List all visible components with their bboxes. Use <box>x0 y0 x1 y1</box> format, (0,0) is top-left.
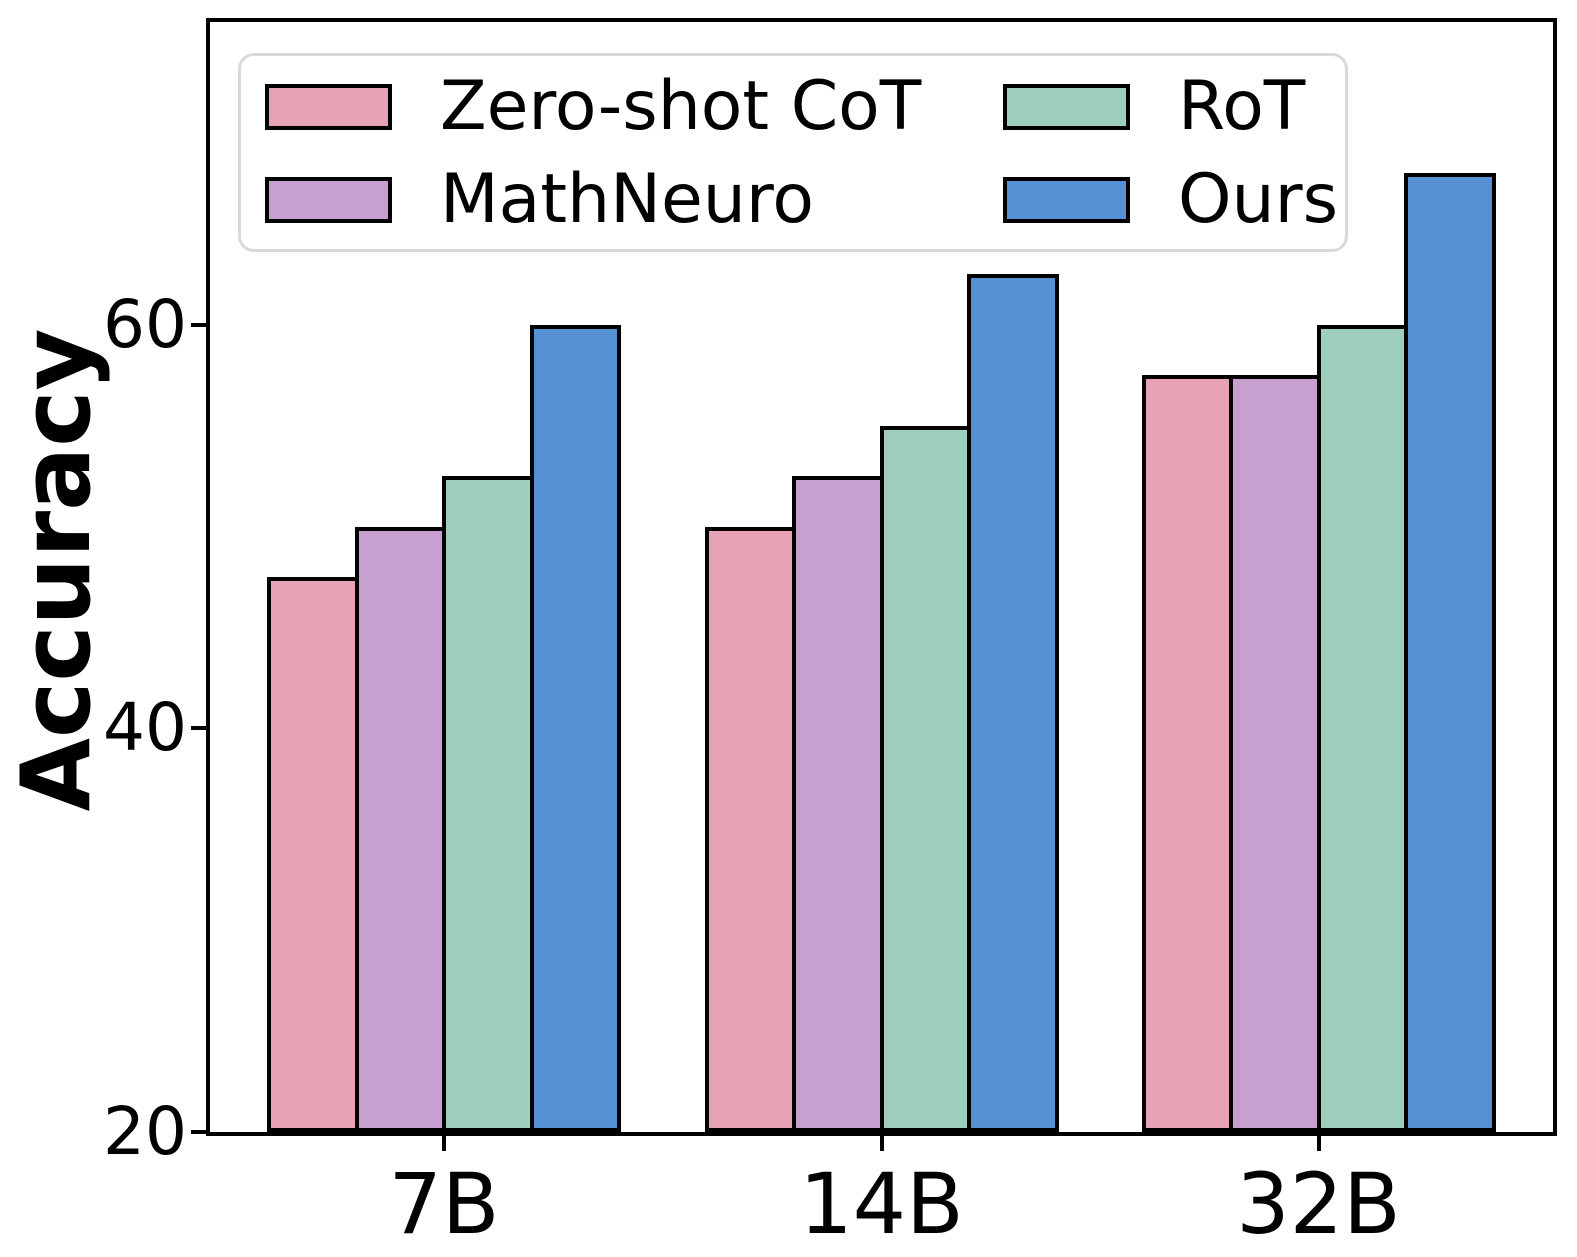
y-tick-label: 20 <box>103 1093 187 1170</box>
legend-item-mathneuro: MathNeuro <box>265 153 1003 246</box>
bar-7B-zero-shot-cot <box>267 577 359 1132</box>
bar-14B-rot <box>879 425 971 1132</box>
bar-14B-mathneuro <box>792 476 884 1132</box>
x-tick-mark <box>879 1134 884 1151</box>
y-tick-label: 60 <box>103 285 187 363</box>
legend-item-zero-shot-cot: Zero-shot CoT <box>265 60 1003 153</box>
y-tick-label: 40 <box>103 689 187 767</box>
bar-7B-rot <box>442 476 534 1132</box>
legend-label: RoT <box>1178 66 1306 146</box>
x-tick-mark <box>442 1134 446 1151</box>
legend-label: Ours <box>1178 159 1339 239</box>
y-tick-mark <box>191 726 210 731</box>
y-tick-mark <box>191 322 210 327</box>
bar-32B-rot <box>1316 324 1408 1132</box>
legend-swatch <box>1003 176 1130 223</box>
x-tick-label-32b: 32B <box>1236 1155 1401 1253</box>
x-tick-label-14b: 14B <box>799 1155 964 1253</box>
bar-14B-ours <box>967 274 1059 1132</box>
bar-32B-zero-shot-cot <box>1141 375 1233 1132</box>
legend-label: Zero-shot CoT <box>440 66 922 146</box>
legend: Zero-shot CoT RoT MathNeuro Ours <box>238 53 1348 252</box>
legend-label: MathNeuro <box>440 159 814 239</box>
legend-swatch <box>1003 83 1130 130</box>
legend-item-ours: Ours <box>1003 153 1345 246</box>
bar-14B-zero-shot-cot <box>704 526 796 1132</box>
y-tick-mark <box>191 1130 210 1134</box>
legend-item-rot: RoT <box>1003 60 1345 153</box>
bar-32B-mathneuro <box>1229 375 1321 1132</box>
bar-7B-mathneuro <box>354 526 446 1132</box>
bar-7B-ours <box>529 324 621 1132</box>
legend-swatch <box>265 176 392 223</box>
x-tick-label-7b: 7B <box>388 1155 500 1253</box>
x-tick-mark <box>1316 1134 1321 1151</box>
bar-32B-ours <box>1404 173 1496 1132</box>
legend-swatch <box>265 83 392 130</box>
